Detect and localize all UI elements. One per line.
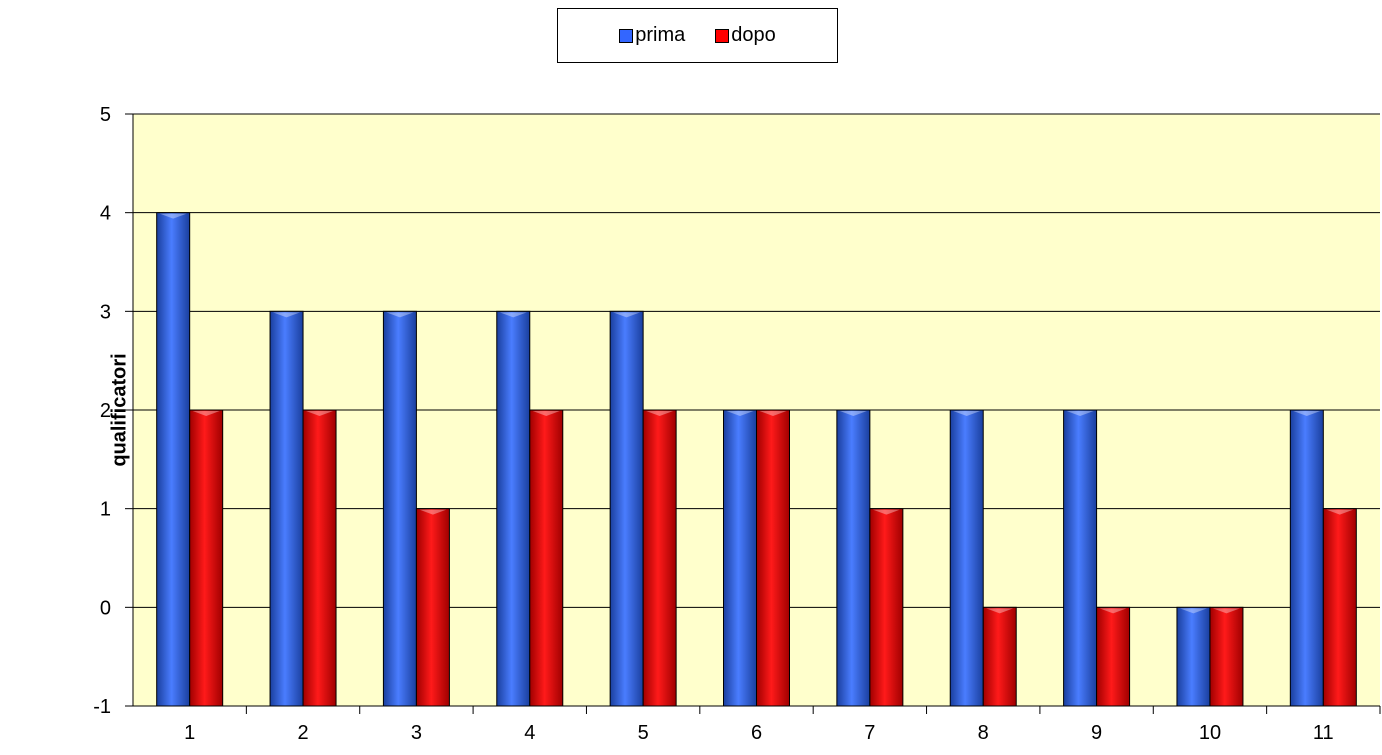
x-tick-labels: 1 2 3 4 5 6 7 8 9 10 11 [184, 722, 1334, 744]
bar-prima-6 [723, 409, 757, 707]
bar-cap-prima-10 [1179, 608, 1207, 614]
x-tick-label: 10 [1199, 722, 1221, 744]
chart-legend: prima dopo [557, 8, 838, 63]
bar-dopo-5 [642, 409, 677, 707]
bar-cap-dopo-10 [1212, 608, 1240, 614]
x-tick-label: 1 [184, 722, 195, 744]
bar-prima-1 [156, 212, 191, 707]
bar-cap-dopo-9 [1099, 608, 1127, 614]
bar-prima-7 [836, 409, 871, 707]
bar-prima-9 [1063, 409, 1098, 707]
bar-cap-prima-2 [273, 312, 301, 318]
bar-dopo-9 [1096, 606, 1131, 707]
bar-dopo-2 [302, 409, 337, 707]
bar-cap-prima-4 [499, 312, 527, 318]
y-tick-labels: -1 0 1 2 3 4 5 [93, 104, 111, 718]
bar-cap-prima-7 [839, 411, 867, 416]
bar-cap-dopo-2 [306, 411, 334, 416]
bar-prima-3 [382, 310, 417, 707]
bar-cap-prima-5 [613, 312, 641, 318]
bar-cap-prima-1 [159, 213, 187, 219]
x-tick-label: 7 [864, 722, 875, 744]
bar-dopo-6 [756, 409, 790, 707]
bar-cap-dopo-7 [872, 509, 900, 515]
legend-label-dopo: dopo [731, 24, 776, 46]
bar-cap-dopo-1 [192, 411, 220, 416]
x-tick-label: 8 [978, 722, 989, 744]
bar-prima-4 [496, 310, 531, 707]
legend-swatch-prima [619, 28, 634, 43]
x-tick-label: 6 [751, 722, 762, 744]
legend-label-prima: prima [635, 24, 686, 46]
bar-dopo-10 [1209, 606, 1244, 707]
bar-prima-8 [949, 409, 984, 707]
bar-dopo-8 [982, 606, 1017, 707]
y-tick-label: 3 [100, 301, 111, 323]
y-tick-label: 0 [100, 597, 111, 619]
x-tick-label: 11 [1313, 722, 1334, 744]
legend-item-dopo: dopo [715, 24, 776, 47]
bar-prima-2 [269, 310, 304, 707]
x-tick-label: 4 [524, 722, 535, 744]
y-tick-label: 1 [100, 499, 111, 521]
bar-cap-prima-3 [386, 312, 414, 318]
x-tick-label: 3 [411, 722, 422, 744]
bar-dopo-11 [1322, 508, 1357, 707]
bar-cap-dopo-5 [646, 411, 674, 416]
bar-dopo-4 [529, 409, 564, 707]
x-tick-label: 2 [297, 722, 308, 744]
bar-cap-dopo-6 [759, 411, 787, 416]
bar-dopo-7 [869, 508, 904, 707]
bar-cap-dopo-4 [532, 411, 560, 416]
bar-cap-dopo-8 [986, 608, 1014, 614]
y-tick-label: 4 [100, 203, 111, 225]
bar-cap-prima-6 [726, 411, 754, 416]
x-tick-label: 5 [638, 722, 649, 744]
y-tick-label: -1 [93, 696, 111, 718]
bars [156, 212, 1357, 707]
bar-cap-dopo-3 [419, 509, 447, 515]
legend-item-prima: prima [619, 24, 685, 47]
bar-cap-prima-9 [1066, 411, 1094, 416]
bar-dopo-1 [189, 409, 224, 707]
bar-prima-5 [609, 310, 644, 707]
axes [125, 113, 1381, 714]
legend-swatch-dopo [715, 28, 730, 43]
bar-prima-11 [1289, 409, 1324, 707]
bar-prima-10 [1176, 606, 1211, 707]
bar-dopo-3 [415, 508, 450, 707]
y-tick-label: 5 [100, 104, 111, 126]
y-tick-label: 2 [100, 400, 111, 422]
x-tick-label: 9 [1091, 722, 1102, 744]
bar-cap-dopo-11 [1326, 509, 1354, 515]
bar-cap-prima-11 [1293, 411, 1321, 416]
bar-cap-prima-8 [953, 411, 981, 416]
